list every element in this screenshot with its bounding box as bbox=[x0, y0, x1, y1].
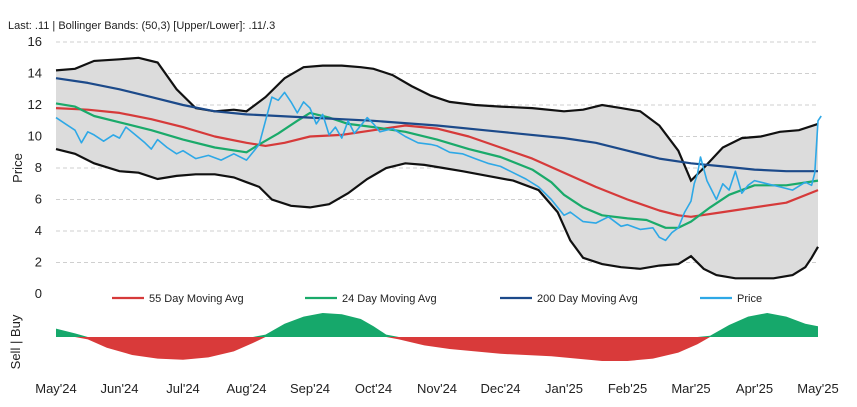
legend: 55 Day Moving Avg 24 Day Moving Avg 200 Da… bbox=[112, 293, 762, 305]
y-tick-label: 12 bbox=[28, 97, 42, 112]
y-tick-label: 10 bbox=[28, 129, 42, 144]
y-tick-label: 6 bbox=[35, 192, 42, 207]
legend-label: 55 Day Moving Avg bbox=[149, 293, 244, 305]
x-tick-label: Jan'25 bbox=[545, 381, 583, 396]
y-tick-label: 14 bbox=[28, 66, 42, 81]
bollinger-band-fill bbox=[56, 57, 818, 279]
y-tick-label: 0 bbox=[35, 286, 42, 301]
y-tick-label: 4 bbox=[35, 223, 42, 238]
x-tick-label: Apr'25 bbox=[736, 381, 773, 396]
y-axis-title: Price bbox=[10, 153, 25, 183]
x-tick-label: Aug'24 bbox=[226, 381, 266, 396]
x-tick-label: Feb'25 bbox=[608, 381, 647, 396]
x-tick-label: May'25 bbox=[797, 381, 839, 396]
x-tick-label: Jun'24 bbox=[101, 381, 139, 396]
x-axis: May'24 Jun'24 Jul'24 Aug'24 Sep'24 Oct'24 Nov'… bbox=[35, 381, 839, 396]
x-tick-label: Oct'24 bbox=[355, 381, 392, 396]
legend-label: 200 Day Moving Avg bbox=[537, 293, 638, 305]
y-axis: 0 2 4 6 8 10 12 14 16 bbox=[28, 34, 42, 301]
y-tick-label: 16 bbox=[28, 34, 42, 49]
legend-label: 24 Day Moving Avg bbox=[342, 293, 437, 305]
x-tick-label: Nov'24 bbox=[417, 381, 457, 396]
x-tick-label: Mar'25 bbox=[671, 381, 710, 396]
chart-header: Last: .11 | Bollinger Bands: (50,3) [Upp… bbox=[8, 20, 276, 32]
x-tick-label: May'24 bbox=[35, 381, 77, 396]
series-line-price bbox=[55, 91, 822, 242]
sell-signal-area bbox=[56, 337, 818, 361]
y-tick-label: 2 bbox=[35, 255, 42, 270]
x-tick-label: Sep'24 bbox=[290, 381, 330, 396]
signal-axis-title: Sell | Buy bbox=[8, 314, 23, 369]
series-line-24-day-moving-avg bbox=[55, 102, 819, 229]
bollinger-lower-line bbox=[55, 148, 819, 280]
series-line-200-day-moving-avg bbox=[55, 77, 818, 173]
y-tick-label: 8 bbox=[35, 160, 42, 175]
series-line-55-day-moving-avg bbox=[55, 107, 819, 218]
x-tick-label: Dec'24 bbox=[480, 381, 520, 396]
buy-signal-area bbox=[56, 313, 818, 337]
series-lines bbox=[55, 77, 822, 242]
x-tick-label: Jul'24 bbox=[166, 381, 200, 396]
legend-label: Price bbox=[737, 293, 762, 305]
